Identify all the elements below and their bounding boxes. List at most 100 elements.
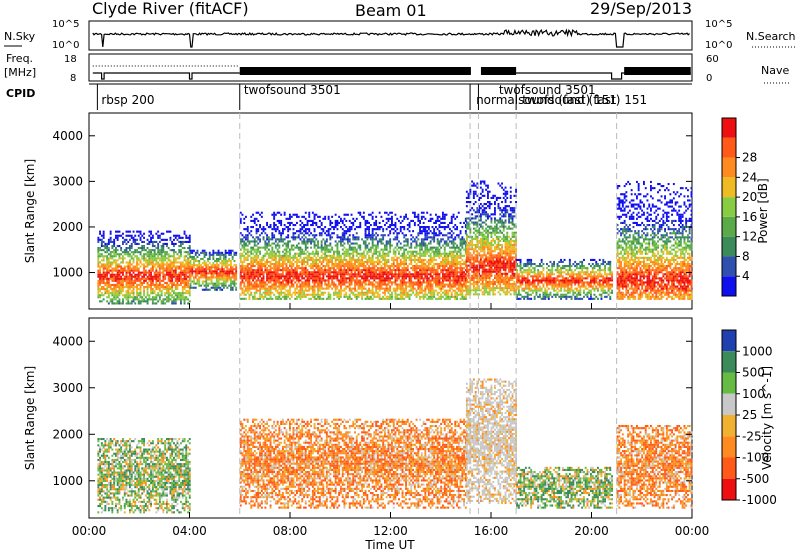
heatmap-cell	[322, 230, 324, 232]
heatmap-cell	[433, 253, 435, 255]
heatmap-cell	[414, 259, 416, 261]
heatmap-cell	[197, 256, 199, 258]
heatmap-cell	[454, 265, 456, 267]
heatmap-cell	[373, 275, 375, 277]
heatmap-cell	[381, 216, 383, 218]
heatmap-cell	[338, 261, 340, 263]
heatmap-cell	[256, 273, 258, 275]
heatmap-cell	[430, 269, 432, 271]
heatmap-cell	[373, 294, 375, 296]
heatmap-cell	[245, 290, 247, 292]
heatmap-cell	[278, 240, 280, 242]
heatmap-cell	[308, 284, 310, 286]
heatmap-cell	[286, 253, 288, 255]
heatmap-cell	[243, 240, 245, 242]
heatmap-cell	[326, 275, 328, 277]
heatmap-cell	[312, 234, 314, 236]
heatmap-cell	[454, 296, 456, 298]
heatmap-cell	[168, 286, 170, 288]
heatmap-cell	[352, 253, 354, 255]
heatmap-cell	[185, 272, 187, 274]
heatmap-cell	[405, 284, 407, 286]
heatmap-cell	[235, 268, 237, 270]
heatmap-cell	[198, 281, 200, 283]
heatmap-cell	[307, 279, 309, 281]
heatmap-cell	[254, 249, 256, 251]
heatmap-cell	[113, 241, 115, 243]
heatmap-cell	[409, 230, 411, 232]
heatmap-cell	[446, 275, 448, 277]
heatmap-cell	[243, 298, 245, 300]
heatmap-cell	[280, 277, 282, 279]
heatmap-cell	[428, 288, 430, 290]
heatmap-cell	[134, 239, 136, 241]
heatmap-cell	[442, 288, 444, 290]
heatmap-cell	[382, 271, 384, 273]
heatmap-cell	[131, 290, 133, 292]
heatmap-cell	[230, 264, 232, 266]
heatmap-cell	[200, 276, 202, 278]
heatmap-cell	[358, 212, 360, 214]
heatmap-cell	[97, 282, 99, 284]
heatmap-cell	[344, 257, 346, 259]
heatmap-cell	[115, 288, 117, 290]
heatmap-cell	[230, 283, 232, 285]
heatmap-cell	[301, 281, 303, 283]
heatmap-cell	[161, 251, 163, 253]
heatmap-cell	[428, 265, 430, 267]
heatmap-cell	[148, 263, 150, 265]
heatmap-cell	[278, 220, 280, 222]
heatmap-cell	[372, 212, 374, 214]
heatmap-cell	[202, 268, 204, 270]
heatmap-cell	[303, 294, 305, 296]
heatmap-cell	[354, 271, 356, 273]
heatmap-cell	[442, 267, 444, 269]
heatmap-cell	[342, 220, 344, 222]
heatmap-cell	[402, 281, 404, 283]
heatmap-cell	[259, 226, 261, 228]
heatmap-cell	[284, 214, 286, 216]
heatmap-cell	[119, 282, 121, 284]
heatmap-cell	[319, 232, 321, 234]
heatmap-cell	[451, 284, 453, 286]
heatmap-cell	[461, 298, 463, 300]
heatmap-cell	[249, 279, 251, 281]
heatmap-cell	[155, 270, 157, 272]
heatmap-cell	[126, 270, 128, 272]
heatmap-cell	[209, 270, 211, 272]
heatmap-cell	[136, 255, 138, 257]
heatmap-cell	[204, 289, 206, 291]
heatmap-cell	[382, 298, 384, 300]
heatmap-cell	[173, 302, 175, 304]
heatmap-cell	[218, 268, 220, 270]
heatmap-cell	[421, 263, 423, 265]
heatmap-cell	[266, 294, 268, 296]
heatmap-cell	[303, 224, 305, 226]
heatmap-cell	[395, 255, 397, 257]
heatmap-cell	[204, 285, 206, 287]
heatmap-cell	[426, 238, 428, 240]
heatmap-cell	[175, 300, 177, 302]
heatmap-cell	[289, 273, 291, 275]
heatmap-cell	[426, 279, 428, 281]
heatmap-cell	[286, 265, 288, 267]
heatmap-cell	[345, 220, 347, 222]
heatmap-cell	[115, 280, 117, 282]
heatmap-cell	[161, 259, 163, 261]
heatmap-cell	[249, 263, 251, 265]
heatmap-cell	[324, 269, 326, 271]
heatmap-cell	[409, 286, 411, 288]
heatmap-cell	[433, 263, 435, 265]
heatmap-cell	[328, 298, 330, 300]
heatmap-cell	[187, 237, 189, 239]
heatmap-cell	[252, 275, 254, 277]
heatmap-cell	[423, 298, 425, 300]
heatmap-cell	[268, 236, 270, 238]
heatmap-cell	[242, 269, 244, 271]
heatmap-cell	[435, 298, 437, 300]
heatmap-cell	[359, 273, 361, 275]
heatmap-cell	[204, 252, 206, 254]
heatmap-cell	[310, 257, 312, 259]
heatmap-cell	[349, 290, 351, 292]
heatmap-cell	[270, 238, 272, 240]
